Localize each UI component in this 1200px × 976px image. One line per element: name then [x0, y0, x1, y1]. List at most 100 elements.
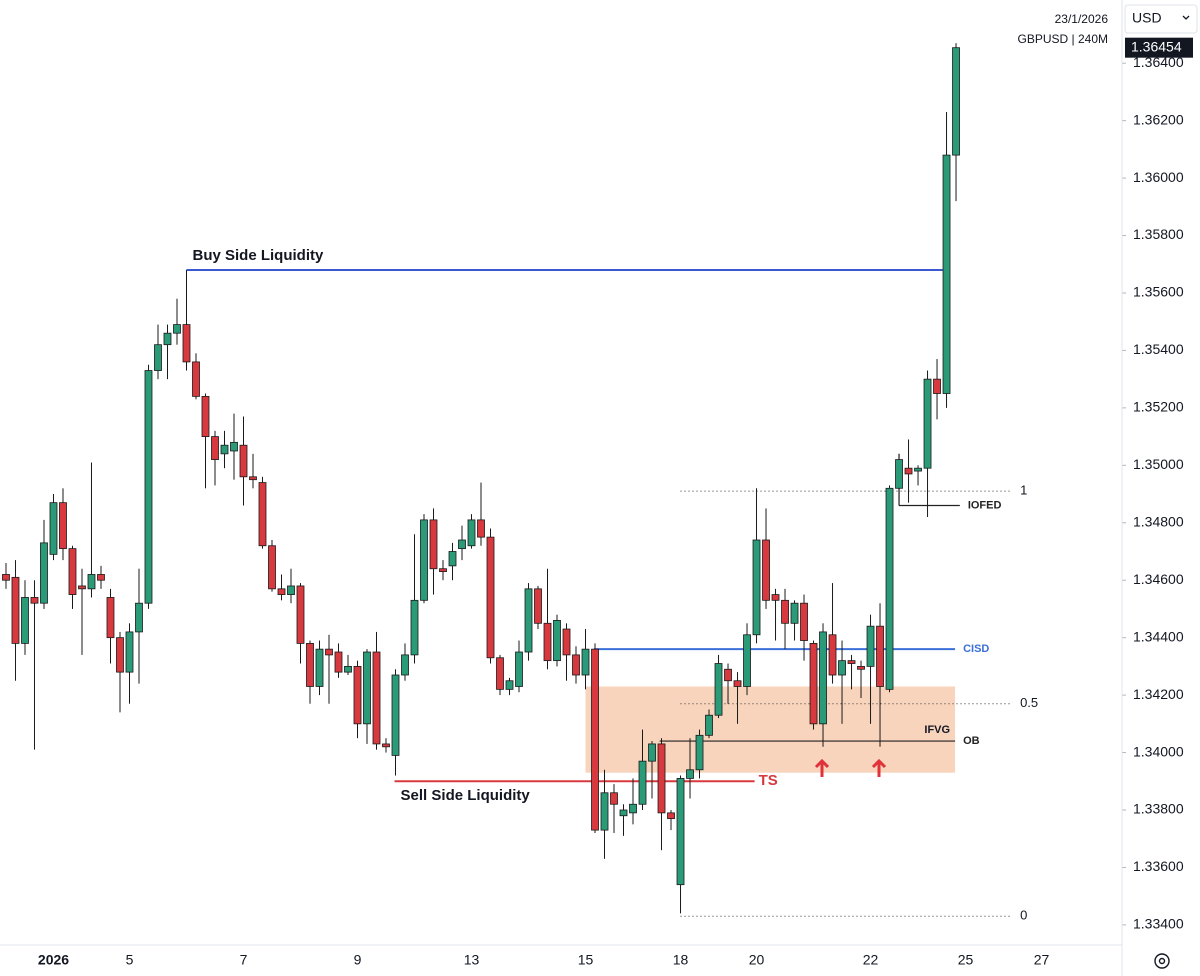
candle-body — [106, 597, 115, 639]
candle-body — [78, 585, 86, 590]
zone-layer — [585, 686, 956, 773]
chart-symbol: GBPUSD | 240M — [1018, 32, 1108, 46]
candle-body — [439, 568, 447, 572]
candle-body — [410, 599, 419, 656]
arrow — [871, 758, 887, 777]
candle-body — [714, 663, 723, 716]
y-tick-label: 1.34600 — [1133, 571, 1184, 587]
candle-body — [762, 539, 770, 601]
y-tick-label: 1.34800 — [1133, 513, 1184, 529]
candle-body — [11, 576, 20, 644]
y-tick-label: 1.33400 — [1133, 916, 1184, 932]
candle-body — [581, 648, 590, 676]
axis-layer: 1.33400 1.33600 1.33800 1.34000 1.34200 1.344… — [38, 37, 1193, 968]
candle-body — [258, 482, 267, 547]
candle-body — [876, 625, 884, 687]
dropdown-box[interactable] — [1124, 4, 1198, 34]
candle-body — [239, 444, 248, 478]
candle-body — [591, 648, 599, 831]
gear-hub[interactable] — [1158, 957, 1166, 965]
candle-body — [895, 459, 903, 489]
candle-body — [952, 47, 960, 156]
candle-body — [363, 651, 371, 725]
candle-body — [524, 588, 533, 653]
y-tick-label: 1.36200 — [1133, 111, 1184, 127]
candle-body — [781, 599, 789, 624]
candle-body — [125, 631, 134, 673]
candle-body — [800, 602, 808, 641]
candle-body — [771, 594, 780, 601]
candle-body — [372, 651, 381, 745]
order-block-zone — [585, 686, 956, 773]
candle-body — [154, 344, 162, 371]
candle-body — [420, 519, 428, 601]
candle-body — [847, 660, 856, 664]
candle-body — [344, 665, 352, 673]
candle-body — [933, 378, 941, 394]
candle-body — [629, 803, 637, 814]
fib-label: 1 — [1020, 483, 1027, 498]
candle-body — [306, 643, 314, 687]
candle-body — [144, 370, 153, 604]
level-label: IOFED — [968, 499, 1002, 511]
candle-body — [562, 628, 571, 656]
candle-body — [705, 714, 713, 736]
y-tick-label: 1.36000 — [1133, 169, 1184, 185]
level-label: CISD — [963, 643, 989, 655]
y-tick-label: 1.35600 — [1133, 284, 1184, 300]
candle-body — [828, 634, 837, 676]
candle-body — [610, 792, 618, 805]
currency-label[interactable]: USD — [1132, 10, 1162, 26]
candle-body — [885, 487, 894, 690]
candle-body — [334, 651, 343, 673]
candle-body — [686, 769, 694, 779]
x-tick-label: 7 — [240, 952, 248, 968]
y-tick-label: 1.35400 — [1133, 341, 1184, 357]
candle-body — [600, 792, 609, 831]
level-tag: TS — [759, 772, 778, 789]
candle-body — [534, 588, 542, 624]
x-tick-label: 27 — [1034, 952, 1050, 968]
candle-body — [914, 467, 922, 472]
y-tick-label: 1.36400 — [1133, 54, 1184, 70]
settings-icon[interactable] — [1154, 953, 1170, 969]
candle-body — [733, 680, 742, 687]
ifvg-label: IFVG — [924, 724, 950, 736]
candle-body — [268, 545, 276, 590]
x-tick-label: 25 — [958, 952, 974, 968]
x-tick-label: 5 — [126, 952, 134, 968]
candle-body — [315, 648, 324, 687]
level-label: OB — [963, 735, 980, 747]
gear-ring[interactable] — [1154, 953, 1170, 969]
candle-body — [353, 665, 362, 725]
level-label: Sell Side Liquidity — [401, 787, 531, 804]
candle-body — [201, 395, 210, 437]
candle-body — [790, 602, 799, 624]
candle-body — [477, 519, 485, 538]
annotation-layer: 1 0.5 0 Buy Side Liquidity Sell Side Liquidi… — [186, 247, 1038, 923]
candle-body — [448, 551, 457, 567]
candle-body — [458, 539, 466, 550]
candle-body — [866, 625, 875, 667]
chart-date: 23/1/2026 — [1055, 12, 1109, 26]
fib-label: 0 — [1020, 908, 1027, 923]
y-tick-label: 1.34200 — [1133, 686, 1184, 702]
candle-body — [809, 643, 818, 725]
currency-dropdown[interactable]: USD — [1124, 4, 1198, 34]
candle-body — [724, 668, 732, 682]
candle-body — [695, 734, 704, 771]
candle-body — [277, 588, 286, 595]
dropdown-chevron[interactable] — [1182, 15, 1190, 20]
y-tick-label: 1.35200 — [1133, 399, 1184, 415]
last-price-label: 1.36454 — [1131, 38, 1182, 54]
candle-body — [220, 444, 229, 455]
candle-body — [515, 651, 523, 687]
candle-body — [249, 476, 257, 481]
candle-body — [619, 809, 628, 817]
candle-body — [429, 519, 438, 570]
candle-body — [496, 657, 504, 690]
candle-body — [486, 536, 495, 659]
x-tick-label: 22 — [863, 952, 879, 968]
candle-body — [49, 502, 58, 555]
